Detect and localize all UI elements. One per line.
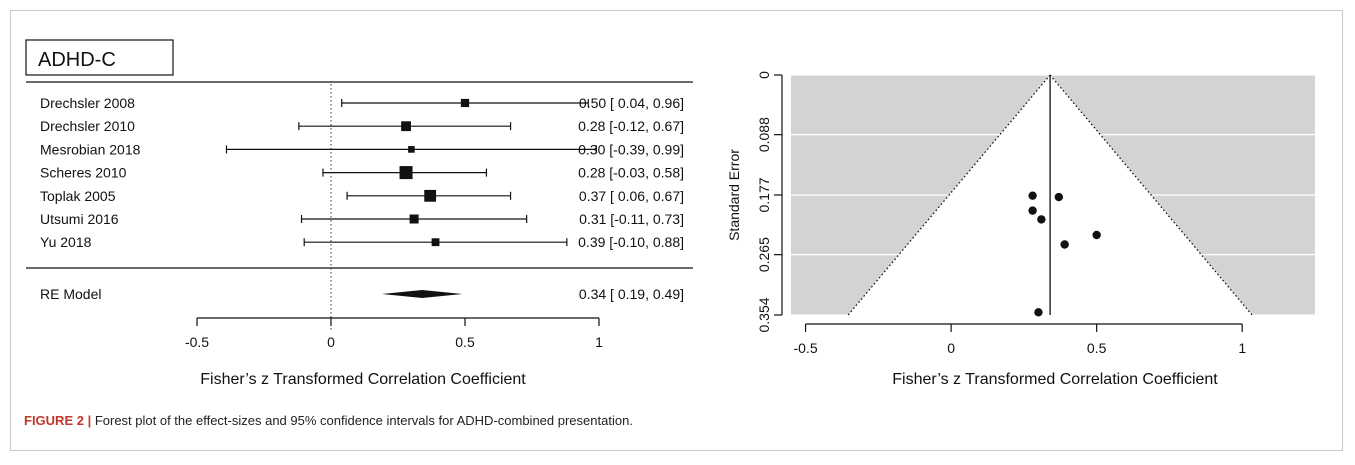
summary-text: 0.34 [ 0.19, 0.49] bbox=[579, 286, 684, 302]
estimate-text: 0.37 [ 0.06, 0.67] bbox=[579, 188, 684, 204]
estimate-text: 0.30 [-0.39, 0.99] bbox=[578, 141, 684, 157]
study-label: Drechsler 2010 bbox=[40, 118, 135, 134]
estimate-marker bbox=[431, 238, 440, 247]
estimate-marker bbox=[408, 146, 415, 153]
x-tick-label: 0.5 bbox=[1087, 340, 1107, 356]
funnel-point bbox=[1060, 240, 1069, 249]
funnel-point bbox=[1054, 192, 1064, 202]
x-tick-label: 0.5 bbox=[455, 334, 475, 350]
estimate-marker bbox=[401, 121, 411, 132]
x-tick-label: 0 bbox=[327, 334, 335, 350]
funnel-edge-left bbox=[847, 74, 1051, 316]
estimate-text: 0.39 [-0.10, 0.88] bbox=[578, 234, 684, 250]
estimate-text: 0.28 [-0.12, 0.67] bbox=[578, 118, 684, 134]
forest-x-axis-title: Fisher’s z Transformed Correlation Coeff… bbox=[200, 371, 526, 388]
y-tick-label: 0.354 bbox=[756, 297, 772, 332]
estimate-marker bbox=[409, 214, 419, 224]
funnel-y-axis-title: Standard Error bbox=[726, 149, 742, 241]
x-tick-label: -0.5 bbox=[185, 334, 209, 350]
y-tick-label: 0.177 bbox=[756, 177, 772, 212]
estimate-text: 0.50 [ 0.04, 0.96] bbox=[579, 95, 684, 111]
funnel-x-axis-title: Fisher’s z Transformed Correlation Coeff… bbox=[892, 371, 1218, 388]
study-label: Scheres 2010 bbox=[40, 165, 127, 181]
funnel-point bbox=[1092, 230, 1101, 240]
x-tick-label: 0 bbox=[947, 340, 955, 356]
study-label: Mesrobian 2018 bbox=[40, 141, 141, 157]
y-tick-label: 0 bbox=[756, 71, 772, 79]
panel-label-box bbox=[25, 39, 174, 76]
funnel-point bbox=[1028, 191, 1037, 200]
x-tick-label: 1 bbox=[1238, 340, 1246, 356]
funnel-point bbox=[1037, 215, 1046, 224]
funnel-point bbox=[1028, 206, 1037, 215]
study-label: Yu 2018 bbox=[40, 234, 92, 250]
forest-plot: ADHD-C Drechsler 2008 0.50 [ 0.04, 0.96] D… bbox=[25, 39, 693, 388]
study-label: Toplak 2005 bbox=[40, 188, 116, 204]
estimate-marker bbox=[424, 189, 437, 202]
caption-text: Forest plot of the effect-sizes and 95% … bbox=[91, 413, 633, 428]
y-tick-label: 0.088 bbox=[756, 117, 772, 152]
funnel-edge-right bbox=[1049, 74, 1253, 316]
panel-label: ADHD-C bbox=[38, 49, 116, 71]
caption-label: FIGURE 2 | bbox=[24, 413, 92, 428]
y-tick-label: 0.265 bbox=[756, 237, 772, 272]
summary-diamond bbox=[381, 290, 463, 298]
study-label: Utsumi 2016 bbox=[40, 211, 119, 227]
estimate-marker bbox=[399, 166, 413, 180]
funnel-point bbox=[1034, 308, 1043, 317]
x-tick-label: 1 bbox=[595, 334, 603, 350]
summary-label: RE Model bbox=[40, 286, 101, 302]
estimate-marker bbox=[460, 98, 470, 108]
estimate-text: 0.31 [-0.11, 0.73] bbox=[579, 211, 684, 227]
x-tick-label: -0.5 bbox=[793, 340, 817, 356]
estimate-text: 0.28 [-0.03, 0.58] bbox=[578, 165, 684, 181]
figure-caption: FIGURE 2 | Forest plot of the effect-siz… bbox=[24, 413, 633, 428]
study-label: Drechsler 2008 bbox=[40, 95, 135, 111]
funnel-plot: -0.5 0 0.5 1 0 0.088 0.177 0.265 0.354 Fisher’s … bbox=[726, 71, 1315, 388]
